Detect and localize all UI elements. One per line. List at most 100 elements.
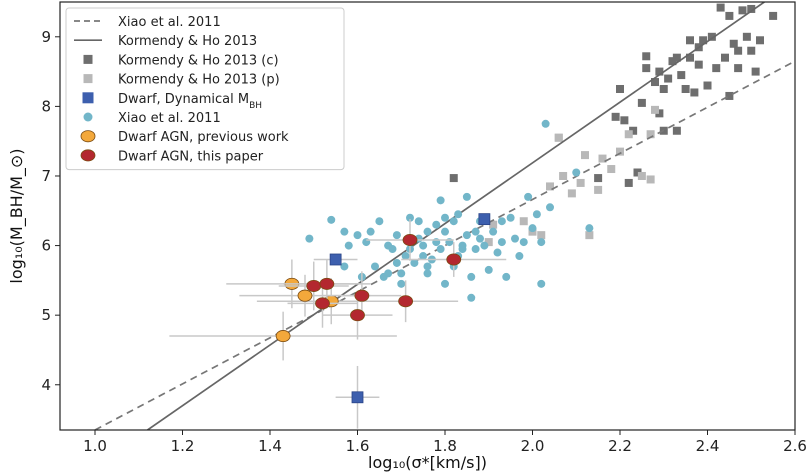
data-point: [554, 133, 563, 142]
data-point: [410, 258, 419, 267]
data-point: [651, 105, 659, 114]
data-point: [694, 60, 703, 69]
data-point: [655, 67, 664, 76]
data-point: [686, 36, 694, 45]
x-tick-label: 1.8: [433, 437, 457, 455]
data-point: [392, 231, 401, 240]
data-point: [467, 272, 476, 281]
data-point: [725, 11, 734, 20]
data-point: [686, 53, 694, 62]
data-point: [642, 52, 651, 61]
data-point: [454, 210, 463, 219]
data-point: [646, 175, 655, 184]
y-tick-label: 9: [41, 28, 51, 46]
data-point: [462, 231, 471, 240]
y-axis: 4 5 6 7 8 9: [41, 28, 60, 394]
data-point: [690, 88, 699, 97]
y-axis-label: log₁₀(M_BH/M_⊙): [7, 148, 27, 283]
data-point: [524, 192, 533, 201]
data-point: [344, 241, 353, 250]
data-point: [537, 231, 546, 240]
data-point: [537, 279, 546, 288]
data-point: [446, 253, 462, 266]
data-point: [502, 272, 511, 281]
data-point: [624, 130, 633, 139]
data-point: [576, 178, 585, 187]
data-point: [607, 165, 616, 174]
plot-area: [94, 2, 795, 430]
data-point: [436, 245, 445, 254]
data-point: [637, 98, 646, 107]
data-point: [616, 147, 624, 156]
data-point: [751, 67, 760, 76]
data-point: [423, 227, 432, 236]
x-tick-label: 2.0: [521, 437, 545, 455]
data-point: [699, 36, 708, 45]
data-point: [351, 391, 364, 404]
data-point: [637, 171, 646, 180]
data-point: [633, 168, 642, 177]
data-point: [594, 185, 603, 194]
data-point: [519, 238, 528, 247]
data-point: [489, 220, 498, 229]
data-point: [712, 64, 721, 73]
series-xiao-et-al-2011: [305, 119, 594, 302]
series-kormendy-ho-2013-c-: [449, 3, 778, 187]
y-tick-label: 4: [41, 376, 51, 394]
data-point: [449, 217, 458, 226]
data-point: [354, 289, 370, 302]
data-point: [703, 81, 712, 90]
data-point: [559, 171, 568, 180]
legend-label: Dwarf AGN, this paper: [118, 149, 264, 164]
data-point: [467, 293, 476, 302]
y-tick-label: 6: [41, 237, 51, 255]
data-point: [366, 227, 375, 236]
data-point: [598, 154, 607, 163]
legend-item: Kormendy & Ho 2013: [74, 34, 257, 49]
legend-label: Kormendy & Ho 2013 (p): [118, 73, 280, 88]
legend-label: Dwarf, Dynamical MBH: [118, 92, 262, 111]
data-point: [659, 84, 668, 93]
data-point: [506, 213, 515, 222]
legend-swatch: [83, 54, 93, 64]
data-point: [340, 262, 349, 271]
data-point: [449, 174, 458, 183]
data-point: [611, 112, 620, 121]
x-axis: 1.0 1.2 1.4 1.6 1.8 2.0 2.2 2.4 2.6: [83, 430, 807, 455]
data-point: [515, 252, 524, 261]
data-point: [371, 262, 379, 271]
data-point: [532, 210, 541, 219]
data-point: [414, 217, 423, 226]
data-point: [462, 192, 471, 201]
x-tick-label: 1.4: [258, 437, 282, 455]
y-tick-label: 5: [41, 306, 51, 324]
data-point: [419, 252, 428, 261]
data-point: [471, 245, 480, 254]
data-point: [572, 168, 581, 177]
data-point: [441, 213, 449, 222]
legend-item: Dwarf, Dynamical MBH: [82, 92, 262, 111]
data-point: [315, 297, 330, 310]
data-point: [484, 238, 493, 247]
x-tick-label: 2.6: [783, 437, 807, 455]
data-point: [441, 227, 449, 236]
data-point: [471, 227, 480, 236]
data-point: [397, 279, 406, 288]
legend-label: Kormendy & Ho 2013: [118, 34, 257, 49]
data-point: [497, 217, 506, 226]
data-point: [419, 241, 428, 250]
x-axis-label: log₁₀(σ*[km/s]): [368, 453, 487, 472]
data-point: [742, 32, 751, 41]
data-point: [747, 46, 756, 55]
series-kormendy-ho-2013-p-: [484, 105, 659, 247]
data-point: [594, 174, 603, 183]
data-point: [398, 295, 414, 308]
data-point: [511, 234, 519, 243]
data-point: [327, 215, 336, 224]
data-point: [725, 91, 734, 100]
data-point: [681, 84, 690, 93]
data-point: [642, 64, 651, 73]
data-point: [769, 11, 778, 20]
legend-item: Xiao et al. 2011: [74, 15, 221, 30]
